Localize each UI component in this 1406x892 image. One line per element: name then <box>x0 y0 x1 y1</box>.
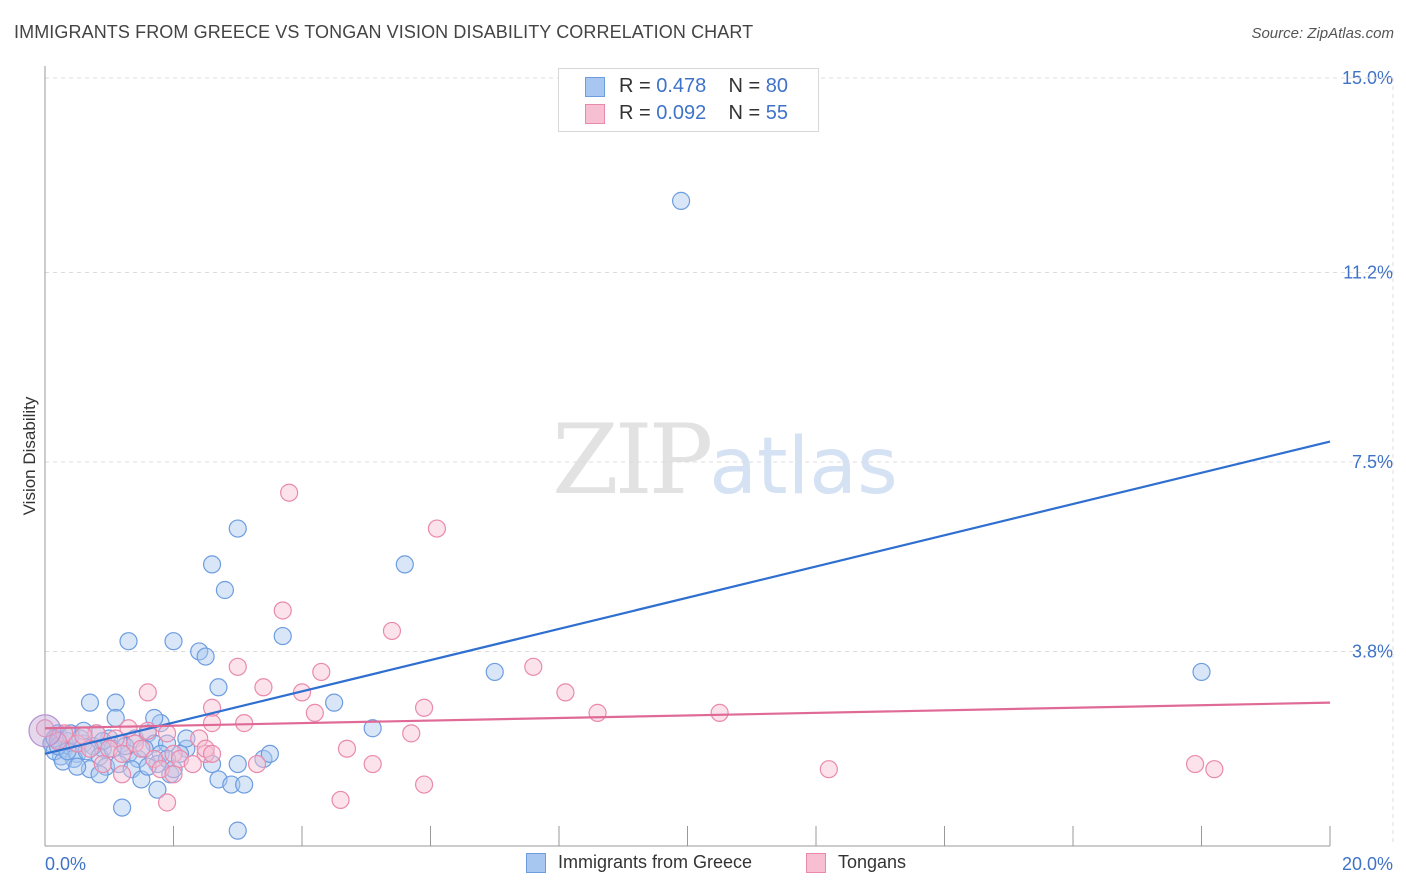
point-tongans <box>427 519 447 538</box>
trendline-greece <box>44 440 1331 755</box>
bottom-legend-swatch-tongans <box>806 853 826 873</box>
point-tongans <box>588 703 607 722</box>
watermark-zip: ZIP <box>552 404 713 516</box>
point-greece <box>235 775 254 794</box>
point-greece <box>157 734 177 753</box>
point-greece <box>68 757 87 776</box>
x-tick-label: 20.0% <box>1342 854 1393 874</box>
point-greece <box>363 719 382 738</box>
point-tongans <box>132 739 151 758</box>
point-tongans <box>183 754 202 774</box>
point-tongans <box>331 790 350 810</box>
point-tongans <box>202 714 222 733</box>
source-label: Source: ZipAtlas.com <box>1251 25 1394 42</box>
point-greece <box>222 775 241 794</box>
point-greece <box>196 647 215 666</box>
point-tongans <box>1185 754 1205 774</box>
legend-r-value: 0.478 <box>656 75 707 97</box>
point-tongans <box>819 760 838 779</box>
point-tongans <box>196 744 215 763</box>
point-tongans <box>112 765 132 784</box>
y-axis-label: Vision Disability <box>20 396 39 515</box>
point-tongans <box>190 729 209 748</box>
point-tongans <box>93 754 112 774</box>
point-tongans <box>280 483 299 502</box>
point-tongans <box>710 703 729 722</box>
legend-n-label: N = <box>728 75 761 97</box>
legend-r-value: 0.092 <box>656 102 707 124</box>
point-greece <box>485 662 504 682</box>
point-greece <box>148 780 167 799</box>
point-greece <box>106 693 125 712</box>
point-greece <box>129 749 148 769</box>
bottom-legend-swatch-greece <box>526 853 546 873</box>
point-tongans <box>556 683 575 702</box>
point-tongans <box>247 754 267 774</box>
point-tongans <box>145 749 164 769</box>
y-tick-label: 11.2% <box>1343 263 1393 283</box>
point-tongans <box>414 775 434 794</box>
point-greece <box>80 693 100 712</box>
point-tongans <box>1205 760 1224 779</box>
chart-title: IMMIGRANTS FROM GREECE VS TONGAN VISION … <box>14 22 754 42</box>
point-tongans <box>524 657 543 676</box>
point-greece <box>671 191 691 210</box>
bottom-legend-label-greece: Immigrants from Greece <box>558 852 753 872</box>
point-greece <box>228 821 247 840</box>
point-tongans <box>305 703 324 722</box>
point-tongans <box>312 662 331 682</box>
y-tick-label: 3.8% <box>1352 641 1393 661</box>
y-tick-label: 7.5% <box>1352 452 1393 472</box>
point-tongans <box>363 754 382 774</box>
point-greece <box>112 798 132 817</box>
point-tongans <box>157 724 177 743</box>
point-greece <box>177 729 196 748</box>
point-greece <box>215 580 234 600</box>
trendline-tongans <box>44 701 1331 730</box>
legend-n-label: N = <box>728 102 761 124</box>
legend-text-greece: R = 0.478 N = 80 <box>619 75 788 98</box>
legend-n-value: 55 <box>765 102 789 124</box>
legend-r-label: R = <box>619 102 651 124</box>
legend-swatch-tongans <box>585 104 605 124</box>
point-greece <box>90 765 109 784</box>
legend-text-tongans: R = 0.092 N = 55 <box>619 102 788 125</box>
point-tongans <box>273 601 292 620</box>
point-tongans <box>74 726 93 746</box>
point-tongans <box>337 739 357 758</box>
point-tongans <box>382 621 402 641</box>
point-tongans <box>157 793 177 812</box>
point-greece <box>395 555 414 574</box>
point-greece <box>273 626 292 646</box>
point-cluster <box>28 714 62 748</box>
point-tongans <box>254 678 273 697</box>
point-tongans <box>402 724 421 743</box>
point-tongans <box>138 683 157 702</box>
point-greece <box>164 632 183 651</box>
bottom-legend-label-tongans: Tongans <box>838 852 907 872</box>
watermark-atlas: atlas <box>709 422 898 512</box>
point-greece <box>164 760 183 779</box>
point-tongans <box>164 765 183 784</box>
point-greece <box>228 754 247 774</box>
watermark: ZIPatlas <box>552 404 898 516</box>
point-greece <box>260 744 279 763</box>
point-greece <box>202 754 222 774</box>
point-tongans <box>228 657 247 676</box>
point-greece <box>228 519 247 538</box>
legend-r-label: R = <box>619 75 651 97</box>
legend-n-value: 80 <box>765 75 789 97</box>
point-greece <box>325 693 344 712</box>
legend: R = 0.478 N = 80 R = 0.092 N = 55 <box>558 68 819 132</box>
point-greece <box>119 632 138 651</box>
point-tongans <box>202 744 222 763</box>
point-greece <box>1192 662 1211 682</box>
point-greece <box>209 678 228 697</box>
x-tick-label: 0.0% <box>45 854 86 874</box>
legend-swatch-greece <box>585 77 605 97</box>
point-greece <box>202 555 222 574</box>
point-tongans <box>112 744 132 763</box>
point-tongans <box>414 698 434 717</box>
